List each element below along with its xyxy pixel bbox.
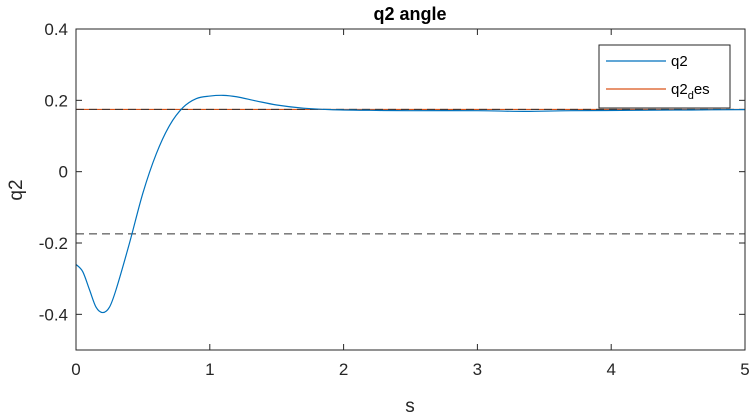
x-tick-label: 0	[71, 360, 80, 379]
legend-box	[598, 44, 731, 109]
x-tick-label: 4	[606, 360, 615, 379]
x-tick-label: 3	[473, 360, 482, 379]
legend-label-q2: q2	[671, 53, 688, 70]
axis-ticks: 0 1 2 3 4 5 -0.4 -0.2 0 0.2 0.4	[39, 20, 750, 379]
legend-label-q2des: q2des	[671, 81, 710, 102]
legend: q2 q2des	[598, 44, 731, 109]
y-tick-label: -0.4	[39, 305, 68, 324]
x-tick-label: 2	[339, 360, 348, 379]
legend-label-q2des-base: q2	[671, 81, 688, 98]
series-group	[75, 94, 746, 314]
y-tick-label: 0.2	[44, 91, 68, 110]
series-line-q2	[75, 94, 746, 314]
y-tick-label: 0	[59, 163, 68, 182]
x-tick-label: 5	[740, 360, 749, 379]
y-axis-title: q2	[6, 179, 27, 200]
x-axis-title: s	[405, 396, 415, 415]
axes-box	[75, 28, 746, 351]
y-tick-label: 0.4	[44, 20, 68, 39]
chart-title: q2 angle	[373, 4, 446, 24]
legend-label-q2des-sub: d	[688, 90, 694, 102]
legend-label-q2des-rest: es	[694, 81, 710, 98]
x-tick-label: 1	[205, 360, 214, 379]
y-tick-label: -0.2	[39, 234, 68, 253]
